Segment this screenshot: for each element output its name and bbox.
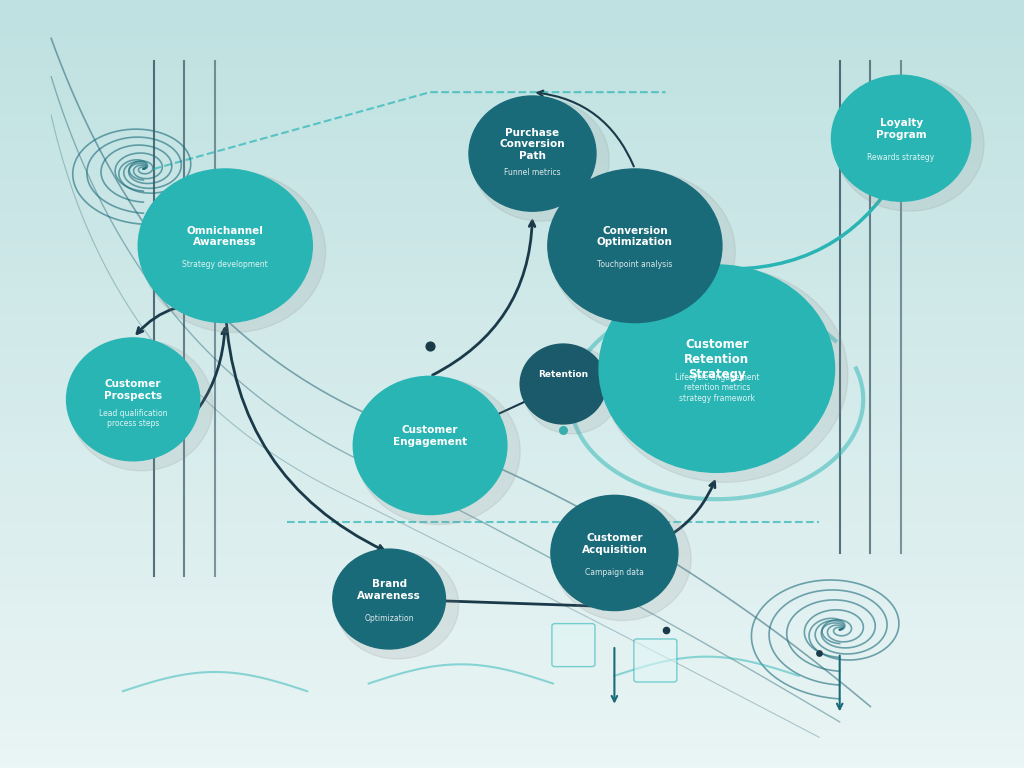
Ellipse shape (520, 344, 606, 424)
Text: Customer
Acquisition: Customer Acquisition (582, 533, 647, 554)
Ellipse shape (551, 495, 678, 611)
Ellipse shape (336, 551, 459, 659)
Text: Optimization: Optimization (365, 614, 414, 623)
Text: Strategy development: Strategy development (182, 260, 268, 270)
Ellipse shape (472, 98, 609, 221)
Text: Touchpoint analysis: Touchpoint analysis (597, 260, 673, 270)
Text: Customer
Retention
Strategy: Customer Retention Strategy (684, 338, 750, 381)
Text: Lifecycle engagement
retention metrics
strategy framework: Lifecycle engagement retention metrics s… (675, 373, 759, 402)
Text: Loyalty
Program: Loyalty Program (876, 118, 927, 140)
Point (422, 339, 438, 352)
Ellipse shape (554, 498, 691, 621)
Text: Campaign data: Campaign data (585, 568, 644, 577)
Text: Conversion
Optimization: Conversion Optimization (597, 226, 673, 247)
Text: Funnel metrics: Funnel metrics (504, 168, 561, 177)
Ellipse shape (67, 338, 200, 461)
Ellipse shape (353, 376, 507, 515)
Ellipse shape (602, 267, 848, 482)
Ellipse shape (831, 75, 971, 201)
Text: Omnichannel
Awareness: Omnichannel Awareness (186, 226, 264, 247)
Ellipse shape (548, 169, 722, 323)
Ellipse shape (551, 171, 735, 333)
Ellipse shape (333, 549, 445, 649)
Ellipse shape (356, 379, 520, 525)
Point (657, 624, 674, 636)
Ellipse shape (469, 96, 596, 211)
Ellipse shape (138, 169, 312, 323)
Text: Customer
Engagement: Customer Engagement (393, 425, 467, 447)
Point (555, 424, 571, 436)
Text: Retention: Retention (539, 370, 588, 379)
Text: Customer
Prospects: Customer Prospects (104, 379, 162, 401)
Ellipse shape (523, 346, 620, 434)
FancyBboxPatch shape (552, 624, 595, 667)
Point (811, 647, 827, 659)
Ellipse shape (70, 340, 213, 471)
Text: Brand
Awareness: Brand Awareness (357, 579, 421, 601)
Ellipse shape (835, 78, 984, 211)
Ellipse shape (599, 265, 835, 472)
FancyBboxPatch shape (634, 639, 677, 682)
Text: Rewards strategy: Rewards strategy (867, 153, 935, 162)
Text: Lead qualification
process steps: Lead qualification process steps (99, 409, 167, 429)
Ellipse shape (141, 171, 326, 333)
Text: Purchase
Conversion
Path: Purchase Conversion Path (500, 127, 565, 161)
